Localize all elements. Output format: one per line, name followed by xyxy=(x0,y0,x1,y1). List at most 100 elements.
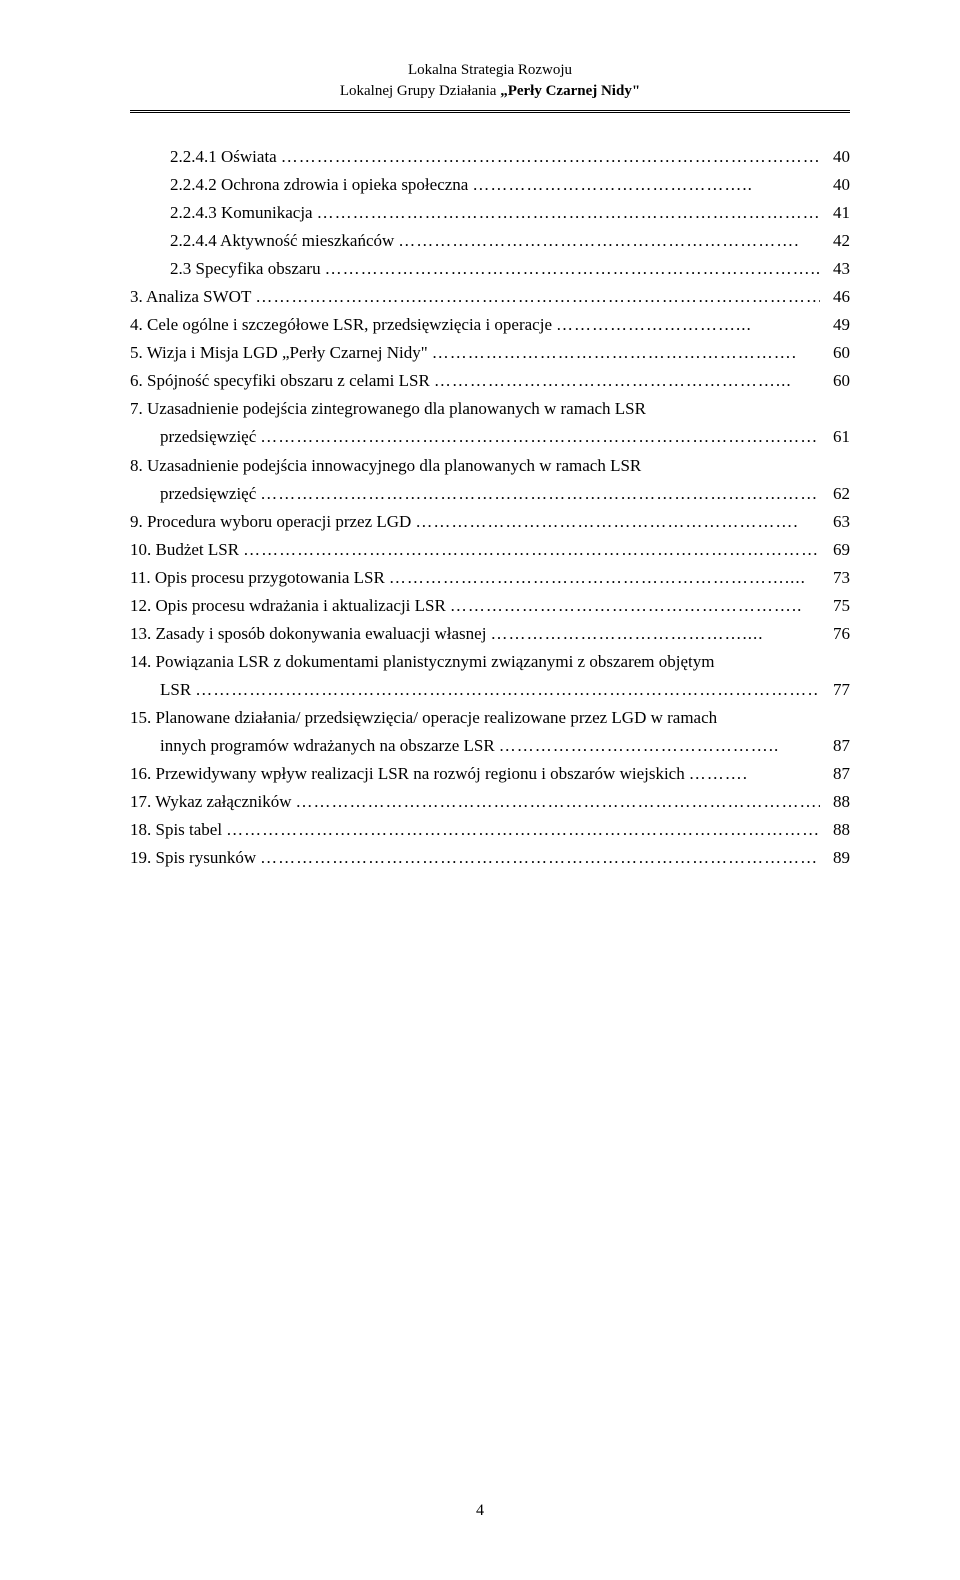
toc-page: 60 xyxy=(820,367,850,395)
toc-leader: …………………………………………………………………………………………. xyxy=(239,536,820,564)
header-divider xyxy=(130,110,850,113)
toc-page: 43 xyxy=(820,255,850,283)
toc-leader: ………. xyxy=(685,760,820,788)
toc-label: 4. Cele ogólne i szczegółowe LSR, przeds… xyxy=(130,311,552,339)
toc-label: 5. Wizja i Misja LGD „Perły Czarnej Nidy… xyxy=(130,339,428,367)
toc-entry: 18. Spis tabel……………………………………………………………………… xyxy=(130,816,850,844)
toc-label: 3. Analiza SWOT xyxy=(130,283,251,311)
toc-page: 77 xyxy=(820,676,850,704)
toc-entry: 2.2.4.2 Ochrona zdrowia i opieka społecz… xyxy=(130,171,850,199)
toc-page: 76 xyxy=(820,620,850,648)
toc-leader: ……………………………………………………………………………. xyxy=(313,199,820,227)
header-line2: Lokalnej Grupy Działania „Perły Czarnej … xyxy=(130,81,850,102)
toc-leader: ………………………………………………………………………………………. xyxy=(256,423,820,451)
toc-leader: …………………………………………………... xyxy=(430,367,820,395)
toc-entry: 17. Wykaz załączników…………………………………………………… xyxy=(130,788,850,816)
toc-entry: 19. Spis rysunków……………………………………………………………… xyxy=(130,844,850,872)
toc-leader: …………………………………………………………. xyxy=(394,227,820,255)
toc-entry: 16. Przewidywany wpływ realizacji LSR na… xyxy=(130,760,850,788)
toc-label: 2.2.4.2 Ochrona zdrowia i opieka społecz… xyxy=(130,171,468,199)
toc-label: innych programów wdrażanych na obszarze … xyxy=(130,732,495,760)
header-line2-prefix: Lokalnej Grupy Działania xyxy=(340,83,500,99)
toc-label: 19. Spis rysunków xyxy=(130,844,256,872)
toc-leader: ……………………………………………………. xyxy=(428,339,820,367)
toc-label: 2.2.4.3 Komunikacja xyxy=(130,199,313,227)
toc-page: 69 xyxy=(820,536,850,564)
toc-page: 87 xyxy=(820,760,850,788)
toc-leader: ………………………………………………………….... xyxy=(385,564,820,592)
toc-page: 63 xyxy=(820,508,850,536)
toc-label: 15. Planowane działania/ przedsięwzięcia… xyxy=(130,704,850,732)
toc-leader: ……………………………………………………………………………………………………. xyxy=(191,676,820,704)
toc-label: 10. Budżet LSR xyxy=(130,536,239,564)
toc-entry: 14. Powiązania LSR z dokumentami planist… xyxy=(130,648,850,676)
toc-entry: 4. Cele ogólne i szczegółowe LSR, przeds… xyxy=(130,311,850,339)
toc-page: 46 xyxy=(820,283,850,311)
toc-page: 61 xyxy=(820,423,850,451)
toc-entry: 7. Uzasadnienie podejścia zintegrowanego… xyxy=(130,395,850,423)
toc-entry: przedsięwzięć………………………………………………………………………… xyxy=(130,480,850,508)
toc-entry: innych programów wdrażanych na obszarze … xyxy=(130,732,850,760)
toc-entry: 12. Opis procesu wdrażania i aktualizacj… xyxy=(130,592,850,620)
toc-label: 12. Opis procesu wdrażania i aktualizacj… xyxy=(130,592,446,620)
toc-label: 11. Opis procesu przygotowania LSR xyxy=(130,564,385,592)
toc-entry: 5. Wizja i Misja LGD „Perły Czarnej Nidy… xyxy=(130,339,850,367)
toc-page: 49 xyxy=(820,311,850,339)
toc-page: 88 xyxy=(820,788,850,816)
toc-label: 13. Zasady i sposób dokonywania ewaluacj… xyxy=(130,620,486,648)
toc-page: 88 xyxy=(820,816,850,844)
toc-leader: ………………………..………………………………………………………….. xyxy=(251,283,820,311)
toc-entry: przedsięwzięć………………………………………………………………………… xyxy=(130,423,850,451)
toc-leader: …………………………………………………………………………………………….. xyxy=(222,816,820,844)
document-header: Lokalna Strategia Rozwoju Lokalnej Grupy… xyxy=(130,60,850,102)
toc-leader: …………………………... xyxy=(552,311,820,339)
toc-page: 42 xyxy=(820,227,850,255)
toc-leader: ……………………………………….. xyxy=(495,732,820,760)
toc-page: 73 xyxy=(820,564,850,592)
toc-label: 8. Uzasadnienie podejścia innowacyjnego … xyxy=(130,452,850,480)
toc-leader: ………………………………………………………. xyxy=(411,508,820,536)
toc-label: 14. Powiązania LSR z dokumentami planist… xyxy=(130,648,850,676)
toc-label: przedsięwzięć xyxy=(130,423,256,451)
toc-leader: ………………………………………………….. xyxy=(446,592,820,620)
toc-entry: 2.2.4.3 Komunikacja………………………………………………………… xyxy=(130,199,850,227)
toc-entry: 10. Budżet LSR……………………………………………………………………… xyxy=(130,536,850,564)
page-number: 4 xyxy=(0,1502,960,1520)
toc-entry: LSR…………………………………………………………………………………………………… xyxy=(130,676,850,704)
toc-label: 2.3 Specyfika obszaru xyxy=(130,255,321,283)
toc-entry: 11. Opis procesu przygotowania LSR………………… xyxy=(130,564,850,592)
toc-entry: 3. Analiza SWOT………………………..……………………………………… xyxy=(130,283,850,311)
toc-page: 40 xyxy=(820,171,850,199)
toc-page: 87 xyxy=(820,732,850,760)
toc-label: 2.2.4.4 Aktywność mieszkańców xyxy=(130,227,394,255)
toc-entry: 15. Planowane działania/ przedsięwzięcia… xyxy=(130,704,850,732)
toc-label: 16. Przewidywany wpływ realizacji LSR na… xyxy=(130,760,685,788)
table-of-contents: 2.2.4.1 Oświata…………………………………………………………………… xyxy=(130,143,850,872)
toc-leader: …………………………………….... xyxy=(486,620,820,648)
toc-label: 9. Procedura wyboru operacji przez LGD xyxy=(130,508,411,536)
toc-page: 75 xyxy=(820,592,850,620)
toc-label: 7. Uzasadnienie podejścia zintegrowanego… xyxy=(130,395,850,423)
toc-entry: 8. Uzasadnienie podejścia innowacyjnego … xyxy=(130,452,850,480)
toc-page: 60 xyxy=(820,339,850,367)
toc-page: 62 xyxy=(820,480,850,508)
toc-leader: ………………………………………………………………………...... xyxy=(321,255,820,283)
toc-label: 2.2.4.1 Oświata xyxy=(130,143,277,171)
toc-page: 41 xyxy=(820,199,850,227)
toc-entry: 2.2.4.4 Aktywność mieszkańców……………………………… xyxy=(130,227,850,255)
header-line1: Lokalna Strategia Rozwoju xyxy=(130,60,850,81)
toc-page: 40 xyxy=(820,143,850,171)
toc-page: 89 xyxy=(820,844,850,872)
toc-label: przedsięwzięć xyxy=(130,480,256,508)
toc-entry: 9. Procedura wyboru operacji przez LGD……… xyxy=(130,508,850,536)
toc-leader: ……………………………………….. xyxy=(468,171,820,199)
toc-leader: …………………………………………………………………………………. xyxy=(277,143,820,171)
toc-entry: 2.3 Specyfika obszaru…………………………………………………… xyxy=(130,255,850,283)
toc-label: LSR xyxy=(130,676,191,704)
toc-entry: 13. Zasady i sposób dokonywania ewaluacj… xyxy=(130,620,850,648)
toc-label: 17. Wykaz załączników xyxy=(130,788,292,816)
toc-label: 6. Spójność specyfiki obszaru z celami L… xyxy=(130,367,430,395)
toc-leader: ……………………………………………………………………………………. xyxy=(256,844,820,872)
toc-entry: 6. Spójność specyfiki obszaru z celami L… xyxy=(130,367,850,395)
toc-entry: 2.2.4.1 Oświata…………………………………………………………………… xyxy=(130,143,850,171)
